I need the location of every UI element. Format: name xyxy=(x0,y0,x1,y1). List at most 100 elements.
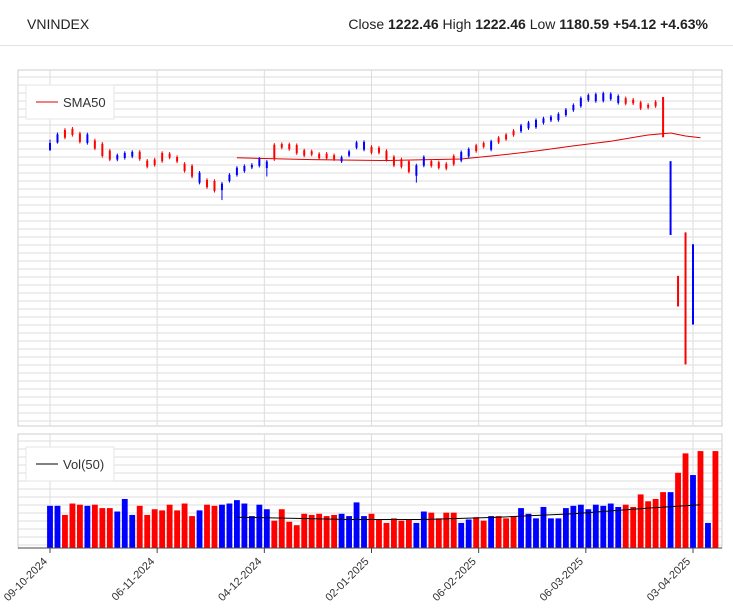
volume-bar xyxy=(271,520,278,548)
volume-bar xyxy=(465,519,472,548)
candle-body xyxy=(579,98,582,107)
price-candle xyxy=(617,94,620,105)
price-candle xyxy=(340,155,343,164)
volume-bar xyxy=(510,516,517,548)
price-candle xyxy=(213,179,216,193)
quote-summary: Close 1222.46 High 1222.46 Low 1180.59 +… xyxy=(348,16,708,32)
price-candle xyxy=(452,154,455,166)
candle-body xyxy=(258,158,261,166)
price-candle xyxy=(684,232,687,365)
candle-body xyxy=(250,164,253,168)
price-candle xyxy=(228,173,231,183)
volume-bar xyxy=(548,518,554,548)
price-pane[interactable]: SMA50 xyxy=(17,69,723,427)
volume-bar xyxy=(667,492,674,548)
volume-bar xyxy=(480,520,487,548)
candle-body xyxy=(153,159,156,166)
price-candle xyxy=(534,118,537,129)
volume-bar xyxy=(263,509,270,548)
candle-body xyxy=(377,147,380,153)
price-candle xyxy=(206,178,209,189)
volume-bar xyxy=(697,451,704,548)
price-candle xyxy=(632,98,635,106)
volume-pane[interactable]: Vol(50) xyxy=(17,433,723,549)
volume-bar xyxy=(106,508,113,548)
candle-body xyxy=(677,275,680,307)
price-candle xyxy=(490,139,493,152)
volume-bar xyxy=(308,514,315,548)
volume-bar xyxy=(361,516,367,548)
x-tick-label: 02-01-2025 xyxy=(323,556,371,604)
candle-body xyxy=(303,150,306,156)
price-candle xyxy=(176,155,179,164)
price-candle xyxy=(557,112,560,122)
price-candle xyxy=(101,142,104,158)
price-candle xyxy=(258,157,261,168)
candle-body xyxy=(692,244,694,325)
candle-body xyxy=(333,155,336,160)
price-candle xyxy=(647,103,650,110)
price-candle xyxy=(392,155,395,168)
price-candle xyxy=(400,157,403,169)
volume-bar xyxy=(69,503,76,548)
price-candle xyxy=(161,151,164,163)
volume-bar xyxy=(121,498,128,548)
volume-bar xyxy=(435,518,442,548)
price-candle xyxy=(407,159,410,174)
candle-body xyxy=(617,95,620,103)
volume-bar xyxy=(129,514,136,548)
price-candle xyxy=(594,92,597,103)
candle-body xyxy=(176,156,179,162)
price-candle xyxy=(318,152,321,160)
candle-body xyxy=(430,161,433,166)
price-candle xyxy=(654,100,657,108)
price-candle xyxy=(333,153,336,161)
x-tick-label: 09-10-2024 xyxy=(2,556,50,604)
volume-bar xyxy=(495,516,502,548)
volume-bar xyxy=(570,505,577,548)
volume-bar xyxy=(562,508,569,548)
price-candle xyxy=(609,92,612,101)
price-candle xyxy=(243,164,246,173)
candle-body xyxy=(131,151,134,157)
symbol-label: VNINDEX xyxy=(27,16,90,32)
price-candle xyxy=(482,141,485,149)
price-candle xyxy=(183,162,186,173)
change-percent: +4.63% xyxy=(660,16,708,32)
candle-body xyxy=(71,128,74,135)
candle-body xyxy=(288,144,291,150)
price-candle xyxy=(587,93,590,102)
price-candle xyxy=(475,143,478,153)
candle-body xyxy=(557,113,560,121)
candle-body xyxy=(78,133,81,142)
price-candle xyxy=(220,181,223,201)
candle-body xyxy=(602,93,605,101)
price-candle xyxy=(422,155,425,168)
candle-body xyxy=(348,151,351,156)
candle-body xyxy=(220,183,223,191)
price-candle xyxy=(153,157,156,167)
volume-bar xyxy=(196,510,203,548)
volume-bar xyxy=(458,522,465,548)
candle-body xyxy=(422,156,425,166)
volume-bar xyxy=(248,516,255,548)
price-candle xyxy=(250,163,253,170)
candle-body xyxy=(101,143,104,157)
volume-bar xyxy=(630,506,637,548)
volume-bar xyxy=(682,453,689,548)
volume-bar xyxy=(301,513,308,548)
volume-bar xyxy=(353,502,360,548)
candle-body xyxy=(452,155,455,165)
price-candle xyxy=(138,150,141,161)
price-candle xyxy=(78,131,81,144)
volume-bar xyxy=(585,509,592,548)
volume-bar xyxy=(577,504,584,548)
price-candle xyxy=(527,120,530,130)
volume-bar xyxy=(660,492,667,548)
price-candle xyxy=(692,244,694,325)
x-tick-label: 06-02-2025 xyxy=(431,556,479,604)
candle-body xyxy=(684,232,687,365)
volume-bar xyxy=(712,451,719,548)
candle-body xyxy=(392,156,395,166)
